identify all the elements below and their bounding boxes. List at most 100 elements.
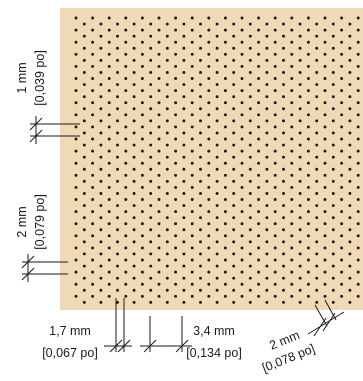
perforation-dot [273,185,277,189]
perforation-dot [240,161,244,165]
perforation-dot [306,282,310,286]
perforation-dot [282,46,285,50]
perforation-dot [82,119,86,123]
perforation-dot [223,125,227,129]
tick-mark [175,339,189,353]
perforation-dot [265,179,269,183]
perforation-dot [306,161,310,165]
perforation-dot [306,270,310,274]
perforation-dot [257,246,261,250]
perforation-dot [323,52,327,56]
perforation-dot [306,198,310,201]
perforation-dot [248,240,252,244]
perforation-dot [356,101,360,105]
perforation-dot [190,28,194,32]
perforation-dot [265,167,269,171]
perforation-dot [265,192,269,195]
perforation-dot [257,258,261,262]
perforation-dot [298,228,302,232]
perforation-dot [257,149,261,153]
perforation-dot [190,173,194,177]
perforation-dot [165,179,169,183]
perforation-dot [290,64,294,68]
perforation-dot [273,125,277,129]
perforation-dot [323,210,327,214]
perforation-dot [199,167,202,171]
perforation-dot [265,131,269,135]
perforation-dot [207,246,211,250]
perforation-dot [132,252,136,256]
perforation-dot [306,294,310,298]
perforation-dot [107,125,111,129]
perforation-dot [282,300,285,304]
perforation-dot [282,167,285,171]
perforation-dot [257,28,261,32]
perforated-panel [60,8,363,310]
perforation-dot [306,101,310,105]
perforation-dot [116,22,119,26]
perforation-dot [82,83,86,87]
perforation-dot [74,64,78,68]
perforation-dot [298,34,302,38]
perforation-dot [74,173,78,177]
perforation-dot [165,131,169,135]
perforation-dot [265,288,269,292]
perforation-dot [340,294,344,298]
dimension-label-metric: 1 mm [15,62,29,93]
perforation-dot [232,107,236,111]
perforation-dot [290,210,294,214]
perforation-dot [140,16,144,20]
perforation-dot [199,143,202,147]
perforation-dot [207,294,211,298]
perforation-dot [248,22,252,26]
perforation-dot [348,192,352,195]
perforation-dot [74,77,78,80]
perforation-dot [174,149,178,153]
perforation-dot [356,28,360,32]
perforation-dot [149,34,153,38]
perforation-dot [290,198,294,201]
perforation-dot [298,155,302,159]
perforation-dot [124,64,128,68]
perforation-dot [157,64,161,68]
perforation-dot [157,234,161,238]
perforation-dot [240,16,244,20]
perforation-dot [257,282,261,286]
perforation-dot [190,270,194,274]
perforation-dot [91,137,95,141]
perforation-dot [356,52,360,56]
dimension-label-imperial: [0,079 po] [33,194,47,250]
perforation-dot [107,294,111,298]
perforation-dot [232,192,236,195]
perforation-dot [149,83,153,87]
perforation-dot [323,161,327,165]
perforation-dot [74,198,78,201]
perforation-dot [199,264,202,268]
perforation-dot [290,222,294,226]
perforation-dot [124,198,128,201]
perforation-dot [331,155,335,159]
perforation-dot [149,58,153,62]
perforation-dot [265,34,269,38]
perforation-dot [232,204,236,207]
perforation-dot [306,210,310,214]
perforation-dot [74,137,78,141]
perforation-dot [91,52,95,56]
perforation-dot [99,216,103,220]
perforation-dot [215,34,219,38]
perforation-dot [157,270,161,274]
perforation-dot [331,192,335,195]
perforation-dot [331,22,335,26]
perforation-dot [323,246,327,250]
perforation-dot [199,155,202,159]
perforation-dot [174,16,178,20]
perforation-dot [248,288,252,292]
perforation-dot [257,234,261,238]
perforation-dot [182,143,186,147]
perforation-dot [132,216,136,220]
perforation-dot [282,83,285,87]
perforation-dot [257,210,261,214]
perforation-dot [240,246,244,250]
perforation-dot [248,179,252,183]
perforation-dot [99,264,103,268]
